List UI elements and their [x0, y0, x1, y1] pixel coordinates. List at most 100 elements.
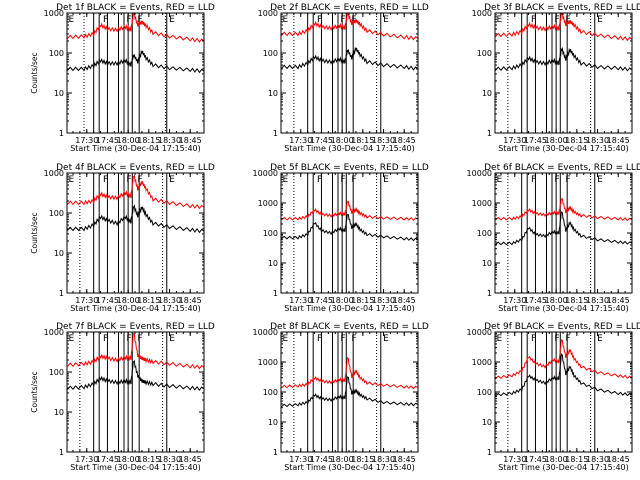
band-label: F	[554, 334, 559, 344]
band-label: F	[531, 15, 536, 25]
x-tick-label: 18:45	[607, 455, 630, 464]
y-tick-label: 10000	[467, 169, 492, 178]
x-tick-label: 17:30	[75, 136, 98, 145]
x-tick-label: 18:15	[137, 296, 160, 305]
x-axis-label: Start Time (30-Dec-04 17:15:40)	[284, 304, 415, 313]
x-tick-label: 18:15	[351, 136, 374, 145]
band-label: F	[340, 334, 345, 344]
plot-frame	[280, 12, 419, 134]
band-label: F	[317, 175, 322, 185]
panel-title: Det 6f BLACK = Events, RED = LLD	[484, 163, 640, 173]
series-line-events	[495, 46, 632, 72]
series-line-lld	[495, 13, 632, 42]
y-axis-label: Counts/sec	[30, 371, 39, 412]
series-line-events	[67, 49, 204, 74]
band-label: E	[169, 175, 175, 185]
x-tick-label: 17:30	[75, 296, 98, 305]
y-tick-label: 1	[59, 448, 64, 457]
x-tick-label: 18:00	[545, 296, 568, 305]
y-tick-label: 10000	[467, 328, 492, 337]
y-tick-label: 1000	[472, 199, 492, 208]
series-line-events	[67, 204, 204, 234]
band-label: E	[282, 15, 288, 25]
x-tick-label: 18:45	[393, 455, 416, 464]
x-axis-label: Start Time (30-Dec-04 17:15:40)	[70, 463, 201, 472]
x-axis-label: Start Time (30-Dec-04 17:15:40)	[498, 304, 629, 313]
x-tick-label: 17:30	[503, 296, 526, 305]
band-label: F	[565, 15, 570, 25]
y-tick-label: 100	[263, 49, 278, 58]
panel-title: Det 2f BLACK = Events, RED = LLD	[270, 3, 429, 13]
x-tick-label: 18:15	[137, 455, 160, 464]
y-tick-label: 100	[477, 49, 492, 58]
band-label: F	[351, 334, 356, 344]
panel-title: Det 8f BLACK = Events, RED = LLD	[270, 322, 429, 332]
x-tick-label: 17:45	[96, 136, 119, 145]
x-axis-label: Start Time (30-Dec-04 17:15:40)	[498, 463, 629, 472]
band-label: E	[496, 175, 502, 185]
x-tick-label: 18:30	[372, 296, 395, 305]
band-label: F	[554, 175, 559, 185]
y-tick-label: 1	[487, 129, 492, 138]
x-tick-label: 18:30	[158, 296, 181, 305]
series-line-lld	[495, 198, 632, 222]
y-tick-label: 1	[273, 129, 278, 138]
band-label: F	[137, 175, 142, 185]
x-tick-label: 18:00	[117, 455, 140, 464]
band-label: E	[169, 334, 175, 344]
plot-frame	[494, 172, 633, 294]
band-label: E	[383, 334, 389, 344]
band-label: F	[103, 15, 108, 25]
band-label: F	[126, 175, 131, 185]
band-label: E	[496, 15, 502, 25]
series-line-lld	[495, 339, 632, 380]
x-axis-label: Start Time (30-Dec-04 17:15:40)	[498, 144, 629, 153]
y-tick-label: 1000	[258, 358, 278, 367]
y-tick-label: 100	[49, 209, 64, 218]
x-tick-label: 18:15	[565, 136, 588, 145]
panel-title: Det 9f BLACK = Events, RED = LLD	[484, 322, 640, 332]
x-tick-label: 18:15	[565, 455, 588, 464]
band-label: F	[103, 334, 108, 344]
y-tick-label: 1000	[472, 358, 492, 367]
plot-frame	[280, 331, 419, 453]
series-line-lld	[67, 13, 204, 43]
y-tick-label: 1000	[44, 328, 64, 337]
band-label: F	[137, 334, 142, 344]
y-tick-label: 1000	[44, 169, 64, 178]
y-tick-label: 10	[54, 249, 64, 258]
band-label: E	[68, 175, 74, 185]
y-tick-label: 10	[482, 418, 492, 427]
series-line-events	[281, 46, 418, 71]
band-label: F	[103, 175, 108, 185]
y-tick-label: 1	[59, 289, 64, 298]
x-tick-label: 18:00	[331, 136, 354, 145]
x-tick-label: 17:30	[503, 136, 526, 145]
x-tick-label: 17:45	[524, 296, 547, 305]
x-tick-label: 18:30	[372, 455, 395, 464]
x-tick-label: 18:45	[393, 296, 416, 305]
band-label: F	[317, 334, 322, 344]
y-tick-label: 100	[263, 388, 278, 397]
y-tick-label: 10000	[253, 328, 278, 337]
x-tick-label: 18:00	[117, 136, 140, 145]
band-label: E	[496, 334, 502, 344]
y-tick-label: 1000	[258, 199, 278, 208]
y-tick-label: 1	[59, 129, 64, 138]
x-tick-label: 18:45	[179, 455, 202, 464]
y-tick-label: 10	[268, 259, 278, 268]
x-tick-label: 17:45	[310, 296, 333, 305]
x-tick-label: 18:45	[607, 296, 630, 305]
series-line-lld	[281, 13, 418, 41]
x-tick-label: 18:00	[331, 296, 354, 305]
band-label: E	[68, 15, 74, 25]
y-tick-label: 1	[273, 289, 278, 298]
band-label: F	[531, 175, 536, 185]
band-label: E	[383, 175, 389, 185]
band-label: F	[317, 15, 322, 25]
x-tick-label: 18:30	[372, 136, 395, 145]
y-tick-label: 100	[49, 49, 64, 58]
